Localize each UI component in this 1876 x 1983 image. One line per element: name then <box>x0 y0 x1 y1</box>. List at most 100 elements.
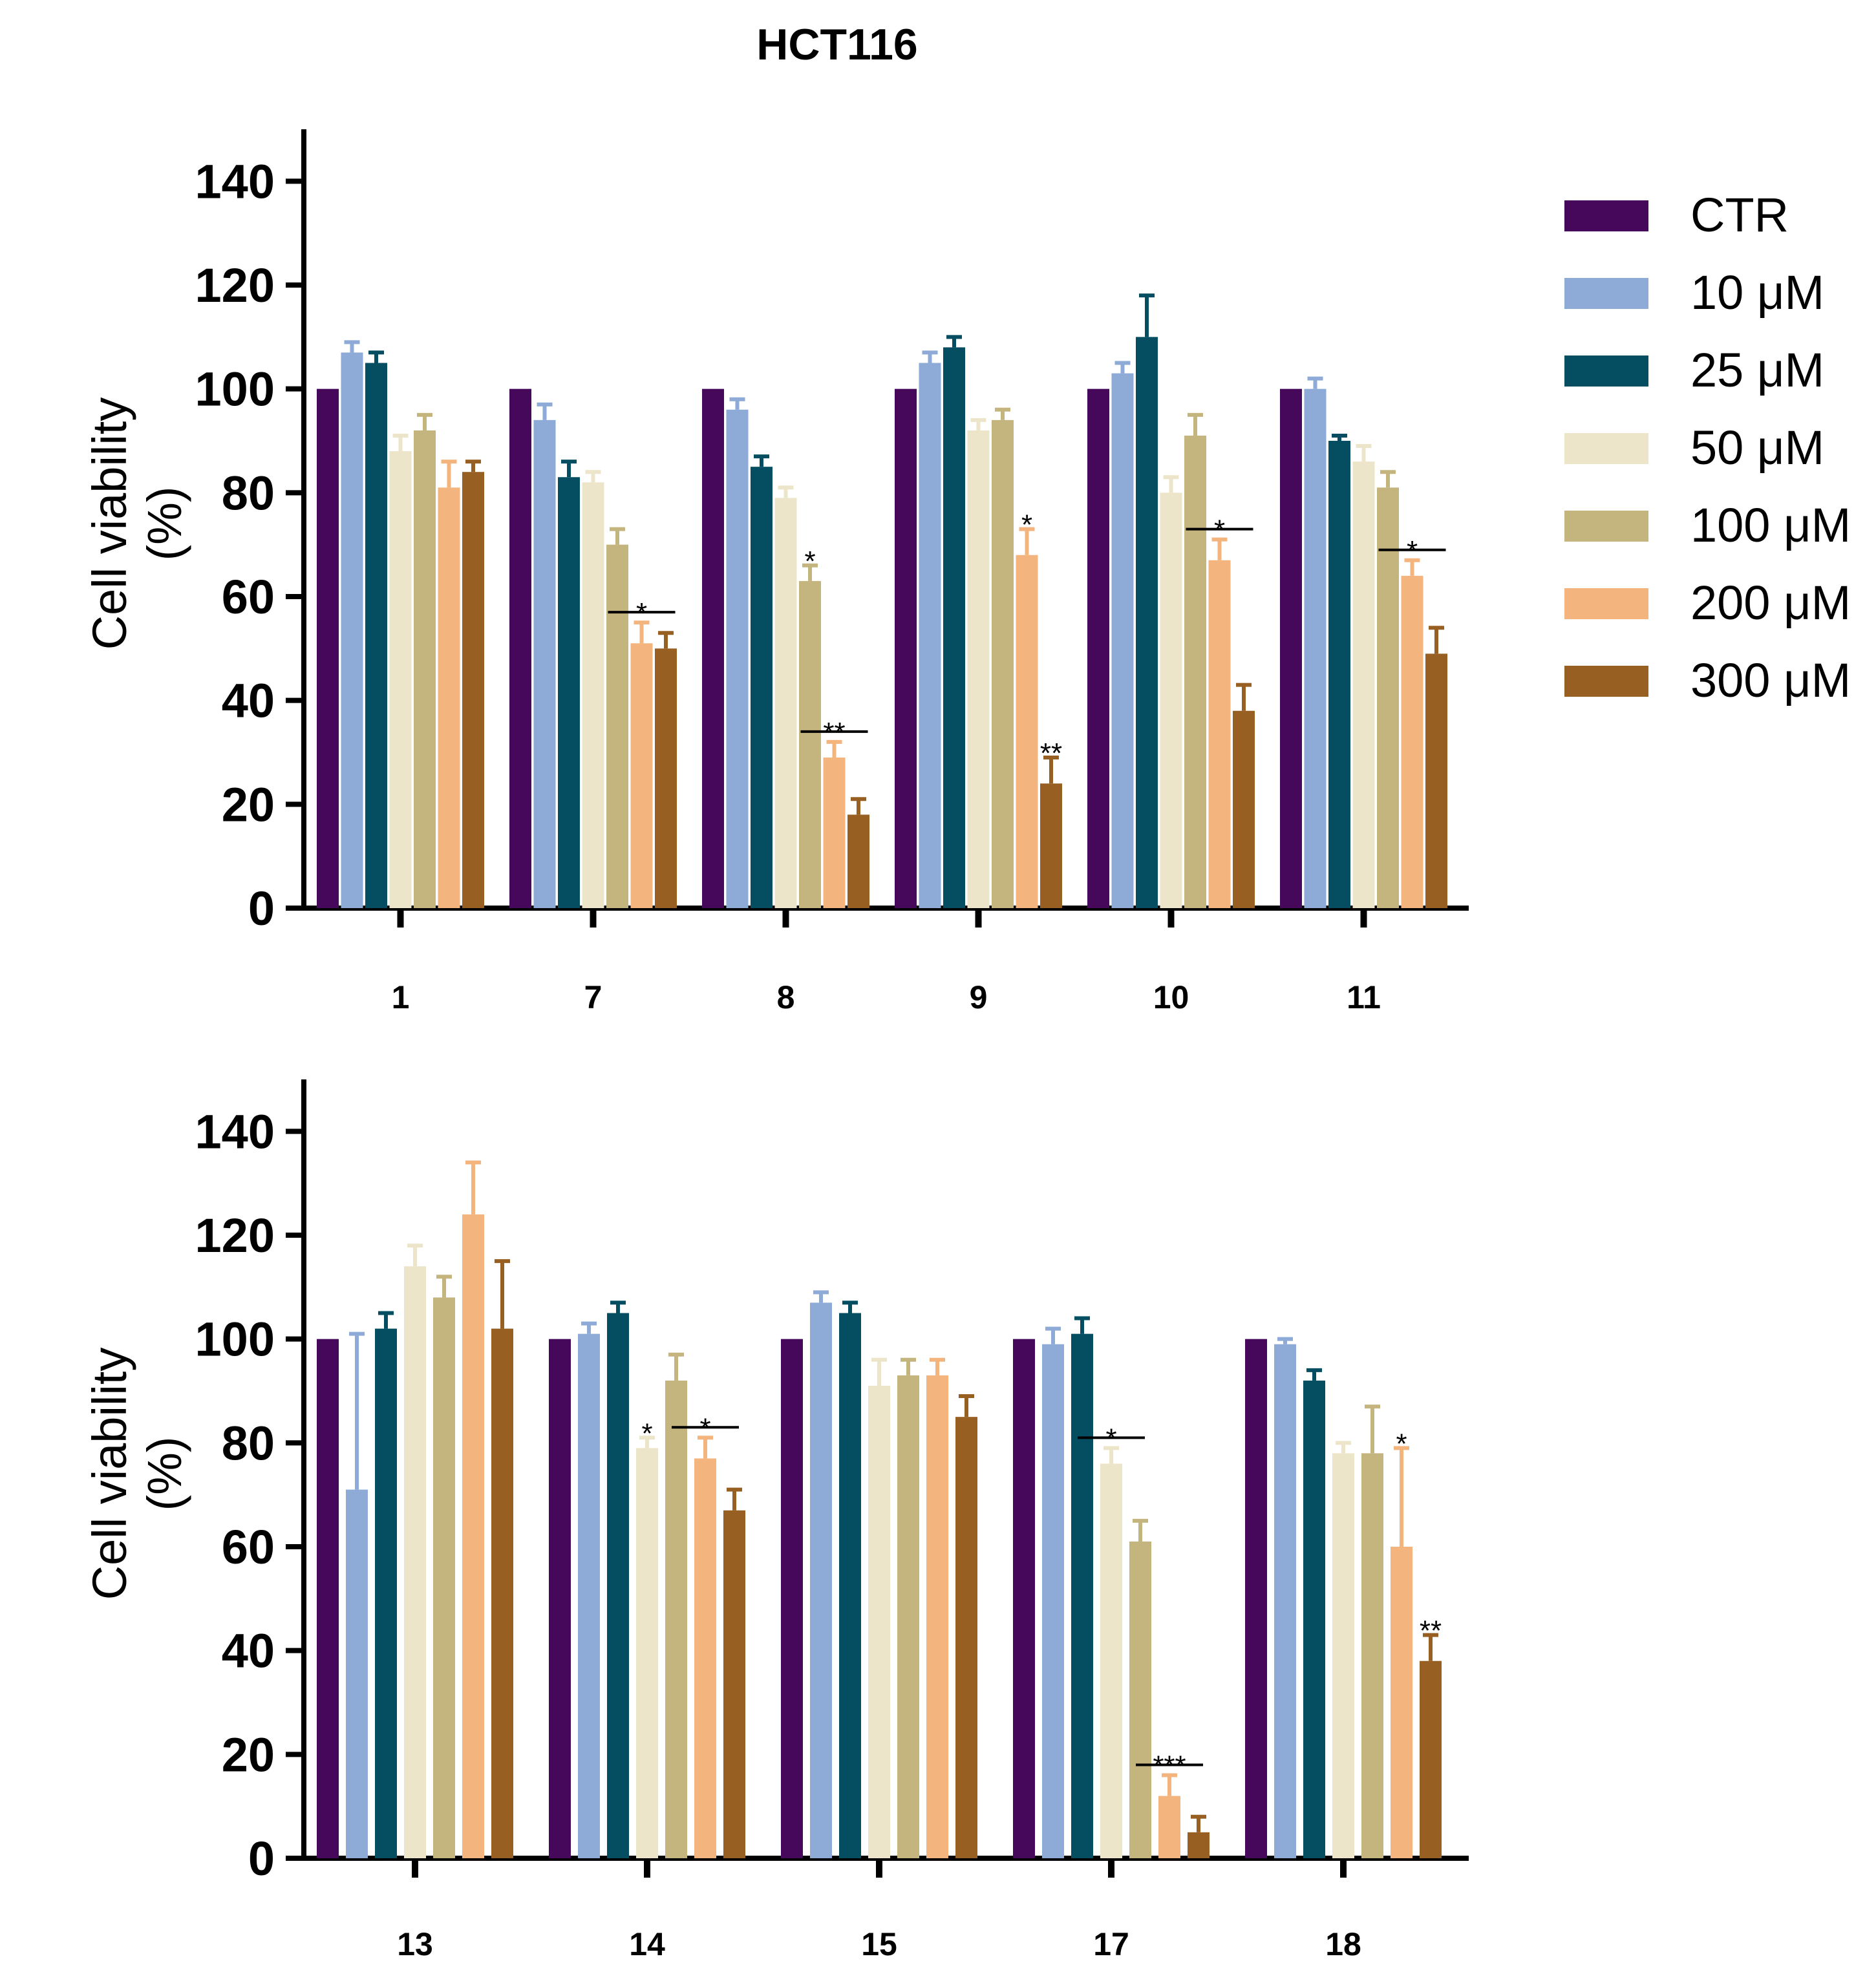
legend-label: 100 μM <box>1690 498 1851 552</box>
significance-label: * <box>641 1417 652 1449</box>
bar-1-series-1 <box>341 352 363 908</box>
bar-15-series-6 <box>955 1417 977 1858</box>
bar-1-series-0 <box>317 388 339 908</box>
significance-label: * <box>804 546 815 577</box>
y-axis-unit-label: (%) <box>138 486 191 560</box>
bar-10-series-5 <box>1208 560 1231 908</box>
bar-11-series-6 <box>1425 653 1447 908</box>
bar-14-series-1 <box>578 1333 600 1858</box>
legend-label: 300 μM <box>1690 653 1851 707</box>
bar-8-series-3 <box>774 498 797 908</box>
bar-11-series-1 <box>1304 388 1327 908</box>
bar-10-series-3 <box>1160 493 1182 908</box>
legend-swatch <box>1564 433 1648 464</box>
bar-9-series-3 <box>967 430 990 908</box>
bar-14-series-5 <box>694 1458 716 1858</box>
legend-label: 50 μM <box>1690 421 1824 474</box>
x-category-label: 18 <box>1325 1926 1361 1962</box>
bar-17-series-1 <box>1042 1344 1064 1858</box>
legend-swatch <box>1564 511 1648 542</box>
legend-swatch <box>1564 278 1648 309</box>
bar-7-series-0 <box>509 388 531 908</box>
y-tick-label: 60 <box>222 570 275 624</box>
bar-8-series-0 <box>702 388 724 908</box>
x-category-label: 9 <box>970 979 988 1015</box>
bar-18-series-3 <box>1332 1453 1354 1858</box>
bar-15-series-0 <box>781 1339 803 1858</box>
bar-8-series-1 <box>726 409 749 908</box>
bar-8-series-4 <box>799 580 821 908</box>
bar-17-series-4 <box>1129 1541 1151 1858</box>
y-tick-label: 100 <box>195 1313 275 1366</box>
bar-17-series-3 <box>1100 1463 1122 1858</box>
bar-15-series-4 <box>897 1375 919 1858</box>
bar-7-series-3 <box>582 482 604 908</box>
bar-18-series-4 <box>1361 1453 1383 1858</box>
bar-15-series-5 <box>926 1375 948 1858</box>
x-category-label: 17 <box>1093 1926 1129 1962</box>
significance-label: ** <box>823 717 845 748</box>
bar-18-series-0 <box>1245 1339 1267 1858</box>
legend-label: 10 μM <box>1690 266 1824 319</box>
y-axis-label: Cell viability <box>83 398 136 650</box>
y-tick-label: 80 <box>222 466 275 520</box>
significance-label: * <box>1396 1428 1407 1459</box>
bar-13-series-2 <box>375 1328 397 1858</box>
bar-11-series-3 <box>1352 461 1375 908</box>
bar-13-series-6 <box>491 1328 513 1858</box>
bar-7-series-5 <box>630 643 653 908</box>
legend-swatch <box>1564 666 1648 697</box>
bar-10-series-1 <box>1111 373 1134 908</box>
bar-18-series-6 <box>1420 1660 1442 1858</box>
bar-8-series-6 <box>847 814 869 908</box>
bar-11-series-4 <box>1377 487 1399 908</box>
y-tick-label: 120 <box>195 259 275 312</box>
significance-label: ** <box>1420 1615 1442 1647</box>
y-tick-label: 0 <box>248 882 275 935</box>
bar-14-series-4 <box>665 1380 687 1858</box>
legend-swatch <box>1564 200 1648 231</box>
bar-15-series-1 <box>810 1302 832 1858</box>
significance-label: * <box>636 597 647 629</box>
bar-9-series-0 <box>895 388 917 908</box>
y-tick-label: 120 <box>195 1209 275 1262</box>
bar-11-series-2 <box>1328 441 1350 908</box>
bar-15-series-2 <box>839 1313 861 1858</box>
y-tick-label: 20 <box>222 1728 275 1781</box>
bar-13-series-4 <box>433 1297 455 1858</box>
x-category-label: 7 <box>584 979 602 1015</box>
y-tick-label: 140 <box>195 1105 275 1158</box>
bar-17-series-6 <box>1188 1832 1210 1858</box>
y-tick-label: 140 <box>195 154 275 208</box>
x-category-label: 15 <box>861 1926 897 1962</box>
significance-label: * <box>699 1412 710 1444</box>
bar-9-series-2 <box>943 347 965 908</box>
bar-17-series-2 <box>1071 1333 1093 1858</box>
bar-1-series-3 <box>389 451 412 908</box>
top-panel: 0 20 40 60 80 100 120 140 Cell viability (%) 1 7 8 9 1… <box>83 129 1469 1015</box>
significance-label: * <box>1105 1423 1116 1454</box>
bar-18-series-2 <box>1303 1380 1325 1858</box>
bar-10-series-2 <box>1136 337 1158 908</box>
bar-14-series-0 <box>549 1339 571 1858</box>
bar-1-series-6 <box>462 472 484 908</box>
bar-17-series-0 <box>1013 1339 1035 1858</box>
bar-7-series-1 <box>533 419 556 908</box>
x-category-label: 8 <box>777 979 795 1015</box>
bar-14-series-6 <box>723 1510 745 1858</box>
legend-label: 200 μM <box>1690 576 1851 630</box>
significance-label: *** <box>1153 1750 1186 1781</box>
legend-swatch <box>1564 588 1648 619</box>
bar-7-series-2 <box>558 477 580 908</box>
y-tick-label: 80 <box>222 1416 275 1470</box>
y-axis-unit-label: (%) <box>138 1436 191 1511</box>
legend-label: CTR <box>1690 188 1789 242</box>
bottom-panel: 0 20 40 60 80 100 120 140 Cell viability (%) 13 14 1… <box>83 1079 1469 1962</box>
y-tick-label: 40 <box>222 674 275 728</box>
bar-13-series-3 <box>404 1266 426 1858</box>
legend: CTR 10 μM 25 μM 50 μM 100 μM 200 μM 300 μM <box>1564 188 1851 707</box>
bar-14-series-3 <box>636 1448 658 1858</box>
legend-label: 25 μM <box>1690 343 1824 397</box>
significance-label: * <box>1407 535 1418 567</box>
bar-8-series-5 <box>823 758 846 908</box>
